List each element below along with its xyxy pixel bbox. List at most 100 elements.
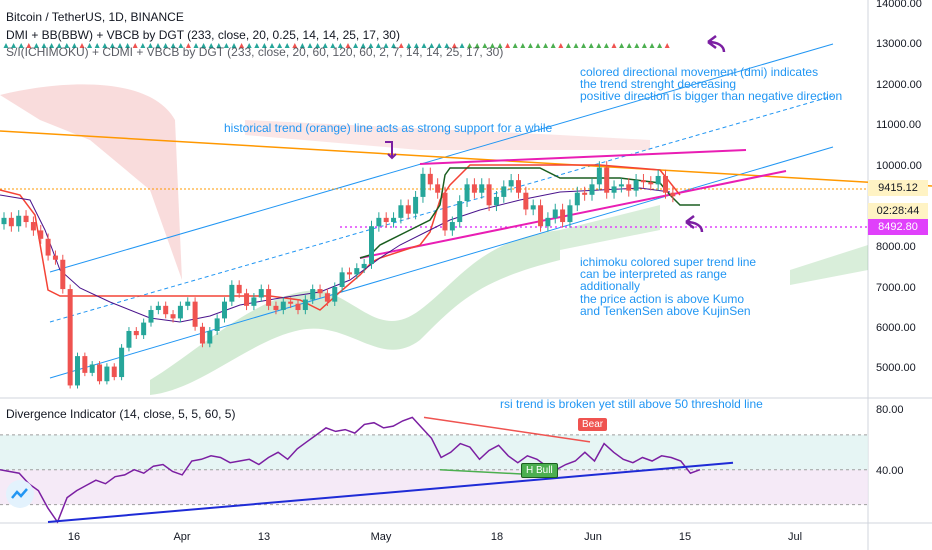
dmi-marker xyxy=(505,43,511,48)
hidden-bull-label: H Bull xyxy=(521,463,558,478)
candle-body xyxy=(523,192,529,210)
candle-body xyxy=(214,318,220,331)
annotation-dmi-3: positive direction is bigger than negati… xyxy=(580,89,843,103)
dmi-marker xyxy=(71,43,77,48)
candle-body xyxy=(574,192,580,206)
candle-body xyxy=(16,215,22,227)
dmi-marker xyxy=(375,43,381,48)
price-tick: 14000.00 xyxy=(876,0,922,10)
dmi-marker xyxy=(421,43,427,48)
candle-body xyxy=(97,364,103,382)
kumo-cloud-bearish xyxy=(245,120,650,150)
dmi-marker xyxy=(216,43,222,48)
dmi-marker xyxy=(649,43,655,48)
candle-body xyxy=(30,222,36,231)
candle-body xyxy=(648,182,654,185)
annotation-rsi: rsi trend is broken yet still above 50 t… xyxy=(500,397,763,411)
dmi-marker xyxy=(482,43,488,48)
candle-body xyxy=(60,259,66,290)
price-tick: 12000.00 xyxy=(876,79,922,91)
candle-body xyxy=(324,293,330,302)
candle-body xyxy=(67,289,73,386)
dmi-marker xyxy=(140,43,146,48)
curved-arrow-icon xyxy=(685,215,704,233)
price-tick: 11000.00 xyxy=(876,119,922,131)
dmi-marker xyxy=(178,43,184,48)
time-tick: Jul xyxy=(787,531,803,543)
dmi-marker xyxy=(360,43,366,48)
dmi-marker xyxy=(11,43,17,48)
candle-body xyxy=(633,180,639,191)
indicator-legend-1[interactable]: DMI + BB(BBW) + VBCB by DGT (233, close,… xyxy=(6,28,400,42)
price-tick: 5000.00 xyxy=(876,362,916,374)
candle-body xyxy=(236,284,242,294)
candle-body xyxy=(626,184,632,191)
candle-body xyxy=(155,305,161,311)
candle-body xyxy=(295,303,301,311)
candle-body xyxy=(229,284,235,302)
dmi-marker xyxy=(109,43,115,48)
rsi-lower-zone xyxy=(0,469,868,505)
candle-body xyxy=(405,205,411,214)
dmi-marker xyxy=(299,43,305,48)
indicator-legend-2[interactable]: S/I(ICHIMOKU) + CDMI + VBCB by DGT (233,… xyxy=(6,45,504,59)
rsi-tick: 80.00 xyxy=(876,404,904,416)
candle-body xyxy=(391,217,397,223)
dmi-marker xyxy=(3,43,9,48)
candle-body xyxy=(376,217,382,227)
range-lower-line xyxy=(359,170,787,259)
time-tick: 15 xyxy=(678,531,692,543)
dmi-marker xyxy=(520,43,526,48)
dmi-marker xyxy=(87,43,93,48)
dmi-marker xyxy=(383,43,389,48)
dmi-marker xyxy=(41,43,47,48)
dmi-marker xyxy=(94,43,100,48)
candle-body xyxy=(280,301,286,311)
candle-body xyxy=(222,301,227,319)
dmi-marker xyxy=(33,43,39,48)
tradingview-logo[interactable] xyxy=(6,480,34,508)
candle-body xyxy=(339,272,345,287)
time-tick: Jun xyxy=(584,531,602,543)
price-tick: 6000.00 xyxy=(876,322,916,334)
dmi-marker xyxy=(330,43,336,48)
candle-body xyxy=(560,209,566,223)
candle-body xyxy=(486,184,492,206)
dmi-marker xyxy=(657,43,663,48)
dmi-marker xyxy=(429,43,435,48)
oscillator-title[interactable]: Divergence Indicator (14, close, 5, 5, 6… xyxy=(6,407,236,421)
candle-body xyxy=(640,180,646,183)
candle-body xyxy=(413,196,419,214)
candle-body xyxy=(582,192,588,195)
time-tick: May xyxy=(370,531,392,543)
dmi-marker xyxy=(497,43,503,48)
level-price-tag: 8492.80 xyxy=(868,219,928,235)
candle-body xyxy=(354,268,360,275)
dmi-marker xyxy=(619,43,625,48)
dmi-marker xyxy=(18,43,24,48)
candle-body xyxy=(369,226,374,264)
dmi-marker xyxy=(353,43,359,48)
last-price-tag: 9415.12 xyxy=(868,180,928,196)
channel-lower-line xyxy=(49,146,834,379)
candle-body xyxy=(611,186,617,193)
annotation-ichimoku-5: and TenkenSen above KujinSen xyxy=(580,304,751,318)
candle-body xyxy=(133,330,139,336)
candle-body xyxy=(457,201,463,223)
dmi-marker xyxy=(147,43,153,48)
dmi-marker xyxy=(261,43,267,48)
candle-body xyxy=(310,289,316,300)
candle-body xyxy=(435,184,441,193)
candle-body xyxy=(471,184,477,193)
rsi-trend-line xyxy=(47,461,734,523)
kumo-cloud-bearish xyxy=(0,84,182,281)
dmi-marker xyxy=(170,43,176,48)
candle-body xyxy=(104,366,110,382)
dmi-marker xyxy=(125,43,131,48)
dmi-marker xyxy=(596,43,602,48)
candle-body xyxy=(655,175,661,185)
dmi-marker xyxy=(611,43,617,48)
dmi-marker xyxy=(231,43,237,48)
candle-body xyxy=(177,305,183,319)
